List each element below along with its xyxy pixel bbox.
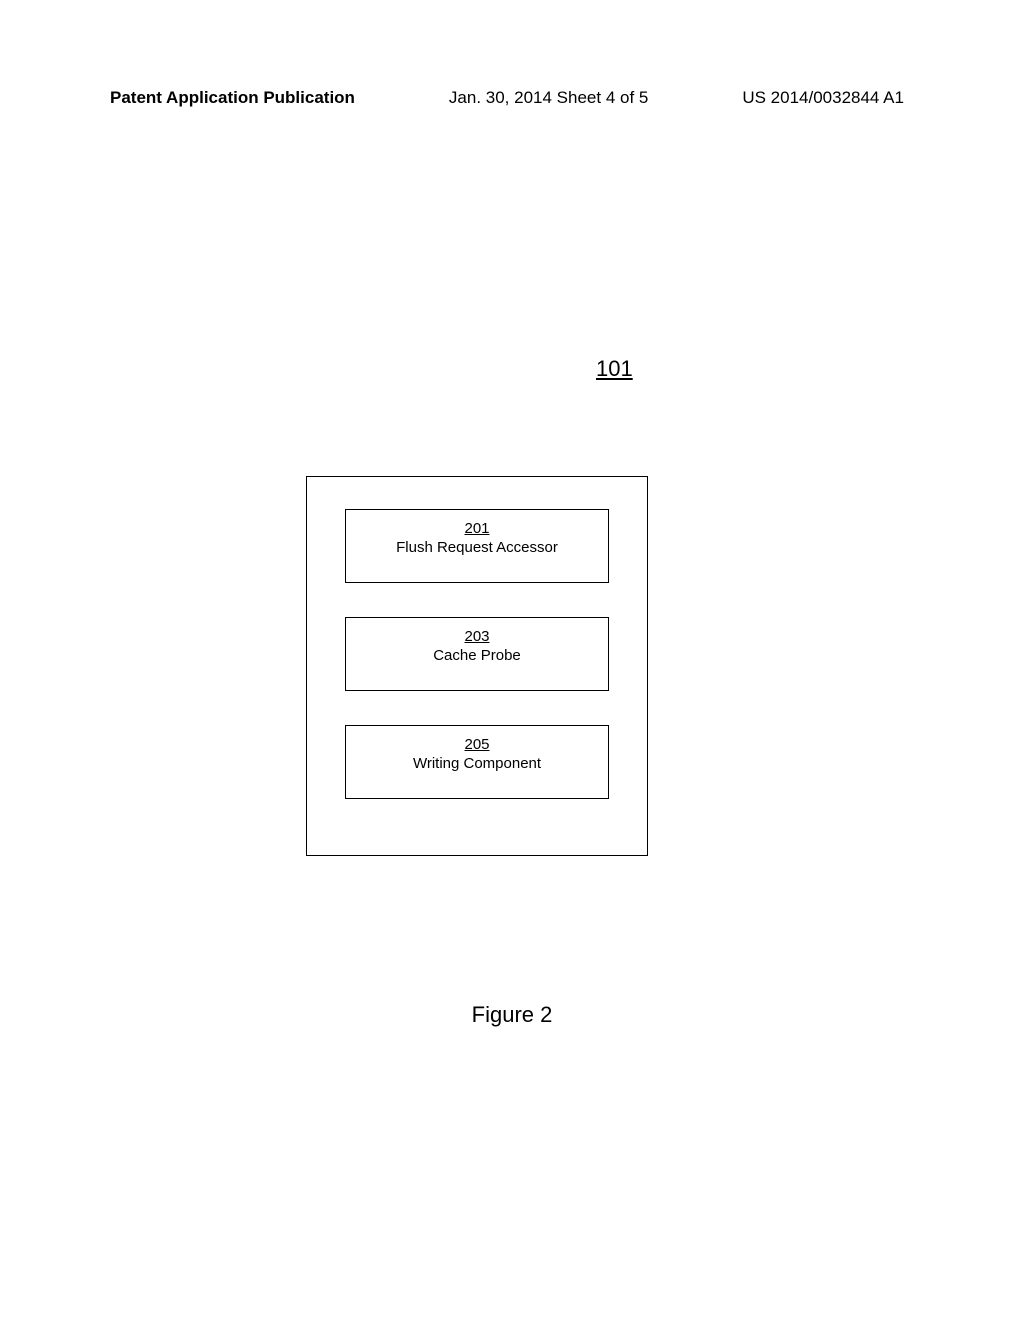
header-left-text: Patent Application Publication <box>110 88 355 108</box>
diagram-outer-box: 201 Flush Request Accessor 203 Cache Pro… <box>306 476 648 856</box>
box-1-label: Flush Request Accessor <box>396 539 558 556</box>
box-2-label: Cache Probe <box>433 647 521 664</box>
box-1-number: 201 <box>354 520 600 537</box>
header-right-text: US 2014/0032844 A1 <box>742 88 904 108</box>
page-header: Patent Application Publication Jan. 30, … <box>0 88 1024 108</box>
diagram-box-3: 205 Writing Component <box>345 725 609 799</box>
box-3-label: Writing Component <box>413 755 541 772</box>
header-center-text: Jan. 30, 2014 Sheet 4 of 5 <box>449 88 648 108</box>
diagram-reference-number: 101 <box>596 356 633 382</box>
diagram-box-2: 203 Cache Probe <box>345 617 609 691</box>
box-3-number: 205 <box>354 736 600 753</box>
figure-caption: Figure 2 <box>0 1002 1024 1028</box>
box-2-number: 203 <box>354 628 600 645</box>
diagram-box-1: 201 Flush Request Accessor <box>345 509 609 583</box>
